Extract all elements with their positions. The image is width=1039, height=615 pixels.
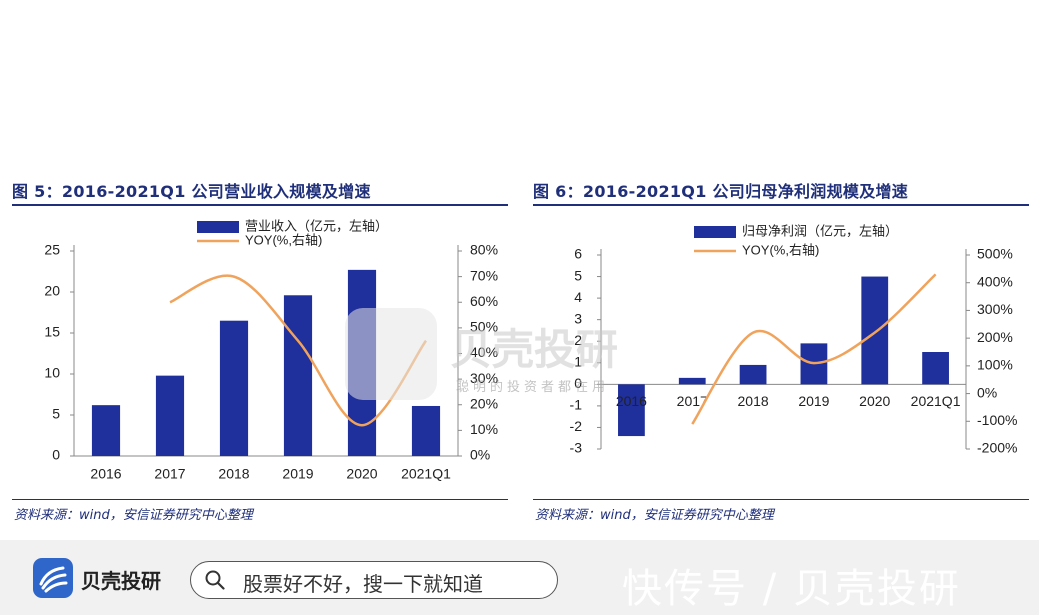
left-tick-label: 0: [574, 375, 582, 391]
category-label: 2017: [677, 393, 708, 409]
legend-line-label: YOY(%,右轴): [742, 242, 819, 257]
bar-2016: [618, 384, 645, 437]
right-tick-label: 0%: [977, 384, 997, 400]
left-tick-label: 4: [574, 289, 582, 305]
left-tick-label: 15: [44, 324, 60, 340]
center-watermark-sub: 聪明的投资者都在用: [456, 380, 610, 395]
category-label: 2019: [282, 466, 313, 482]
right-tick-label: 100%: [977, 357, 1013, 373]
category-label: 2016: [90, 466, 121, 482]
search-icon: [205, 570, 225, 590]
source-note-left: 资料来源：wind，安信证券研究中心整理: [14, 508, 253, 523]
left-tick-label: 25: [44, 242, 60, 258]
right-tick-label: -200%: [977, 440, 1017, 456]
bar-2021Q1: [922, 352, 949, 385]
left-tick-label: -3: [570, 440, 583, 456]
brand-name[interactable]: 贝壳投研: [81, 569, 161, 593]
category-label: 2020: [346, 466, 377, 482]
watermark-logo-icon: [345, 308, 437, 400]
bar-2020: [861, 276, 889, 385]
right-tick-label: 20%: [470, 395, 498, 411]
right-tick-label: -100%: [977, 412, 1017, 428]
left-tick-label: -2: [570, 418, 583, 434]
category-label: 2021Q1: [911, 393, 961, 409]
left-tick-label: 1: [574, 353, 582, 369]
category-label: 2018: [738, 393, 769, 409]
right-tick-label: 200%: [977, 329, 1013, 345]
net-profit-chart: -3 -2 -1 0 1 2 3 4 5 6 -200% -100% 0% 100% 200% 300% 400…: [570, 223, 1018, 456]
left-tick-label: 20: [44, 283, 60, 299]
category-label: 2020: [859, 393, 890, 409]
legend-line-label: YOY(%,右轴): [245, 232, 322, 247]
left-tick-label: 5: [52, 406, 60, 422]
left-tick-label: 0: [52, 447, 60, 463]
chart-title-left: 图 5：2016-2021Q1 公司营业收入规模及增速: [12, 182, 371, 201]
search-placeholder: 股票好不好，搜一下就知道: [243, 572, 483, 596]
legend-bar-label: 营业收入（亿元，左轴）: [245, 218, 388, 233]
legend-bar-swatch: [694, 226, 736, 238]
center-watermark-text: 贝壳投研: [450, 325, 619, 374]
right-tick-label: 300%: [977, 301, 1013, 317]
category-label: 2021Q1: [401, 466, 451, 482]
bar-2019: [283, 295, 313, 456]
category-label: 2017: [154, 466, 185, 482]
left-tick-label: -1: [570, 397, 583, 413]
right-tick-label: 10%: [470, 421, 498, 437]
beike-logo-icon[interactable]: [33, 558, 73, 598]
category-label: 2018: [218, 466, 249, 482]
right-tick-label: 30%: [470, 370, 498, 386]
left-tick-label: 6: [574, 246, 582, 262]
search-input[interactable]: 股票好不好，搜一下就知道: [190, 561, 558, 599]
left-tick-label: 3: [574, 310, 582, 326]
source-note-right: 资料来源：wind，安信证券研究中心整理: [535, 508, 774, 523]
chart-title-right: 图 6：2016-2021Q1 公司归母净利润规模及增速: [533, 182, 909, 201]
bar-2018: [219, 320, 249, 456]
right-tick-label: 40%: [470, 344, 498, 360]
bar-2016: [91, 405, 121, 456]
bar-2021Q1: [411, 405, 441, 456]
right-tick-label: 50%: [470, 319, 498, 335]
category-label: 2019: [798, 393, 829, 409]
yoy-line: [169, 274, 428, 427]
category-label: 2016: [616, 393, 647, 409]
source-rule-left: [12, 499, 508, 500]
right-tick-label: 400%: [977, 273, 1013, 289]
watermark-text: 快传号 / 贝壳投研: [622, 566, 961, 612]
title-rule-right: [533, 204, 1029, 206]
bar-2017: [155, 375, 185, 456]
right-tick-label: 80%: [470, 242, 498, 258]
legend-bar-label: 归母净利润（亿元，左轴）: [742, 223, 898, 238]
left-tick-label: 10: [44, 365, 60, 381]
right-tick-label: 500%: [977, 246, 1013, 262]
right-tick-label: 70%: [470, 267, 498, 283]
bar-2018: [739, 364, 767, 385]
left-tick-label: 2: [574, 332, 582, 348]
source-rule-right: [533, 499, 1029, 500]
bar-2017: [678, 377, 706, 385]
right-tick-label: 0%: [470, 447, 490, 463]
title-rule-left: [12, 204, 508, 206]
legend-bar-swatch: [197, 221, 239, 233]
left-tick-label: 5: [574, 267, 582, 283]
revenue-chart: 0 5 10 15 20 25 0% 10% 20% 30% 40% 50% 60% 70% 80% 2016…: [44, 218, 498, 482]
right-tick-label: 60%: [470, 293, 498, 309]
